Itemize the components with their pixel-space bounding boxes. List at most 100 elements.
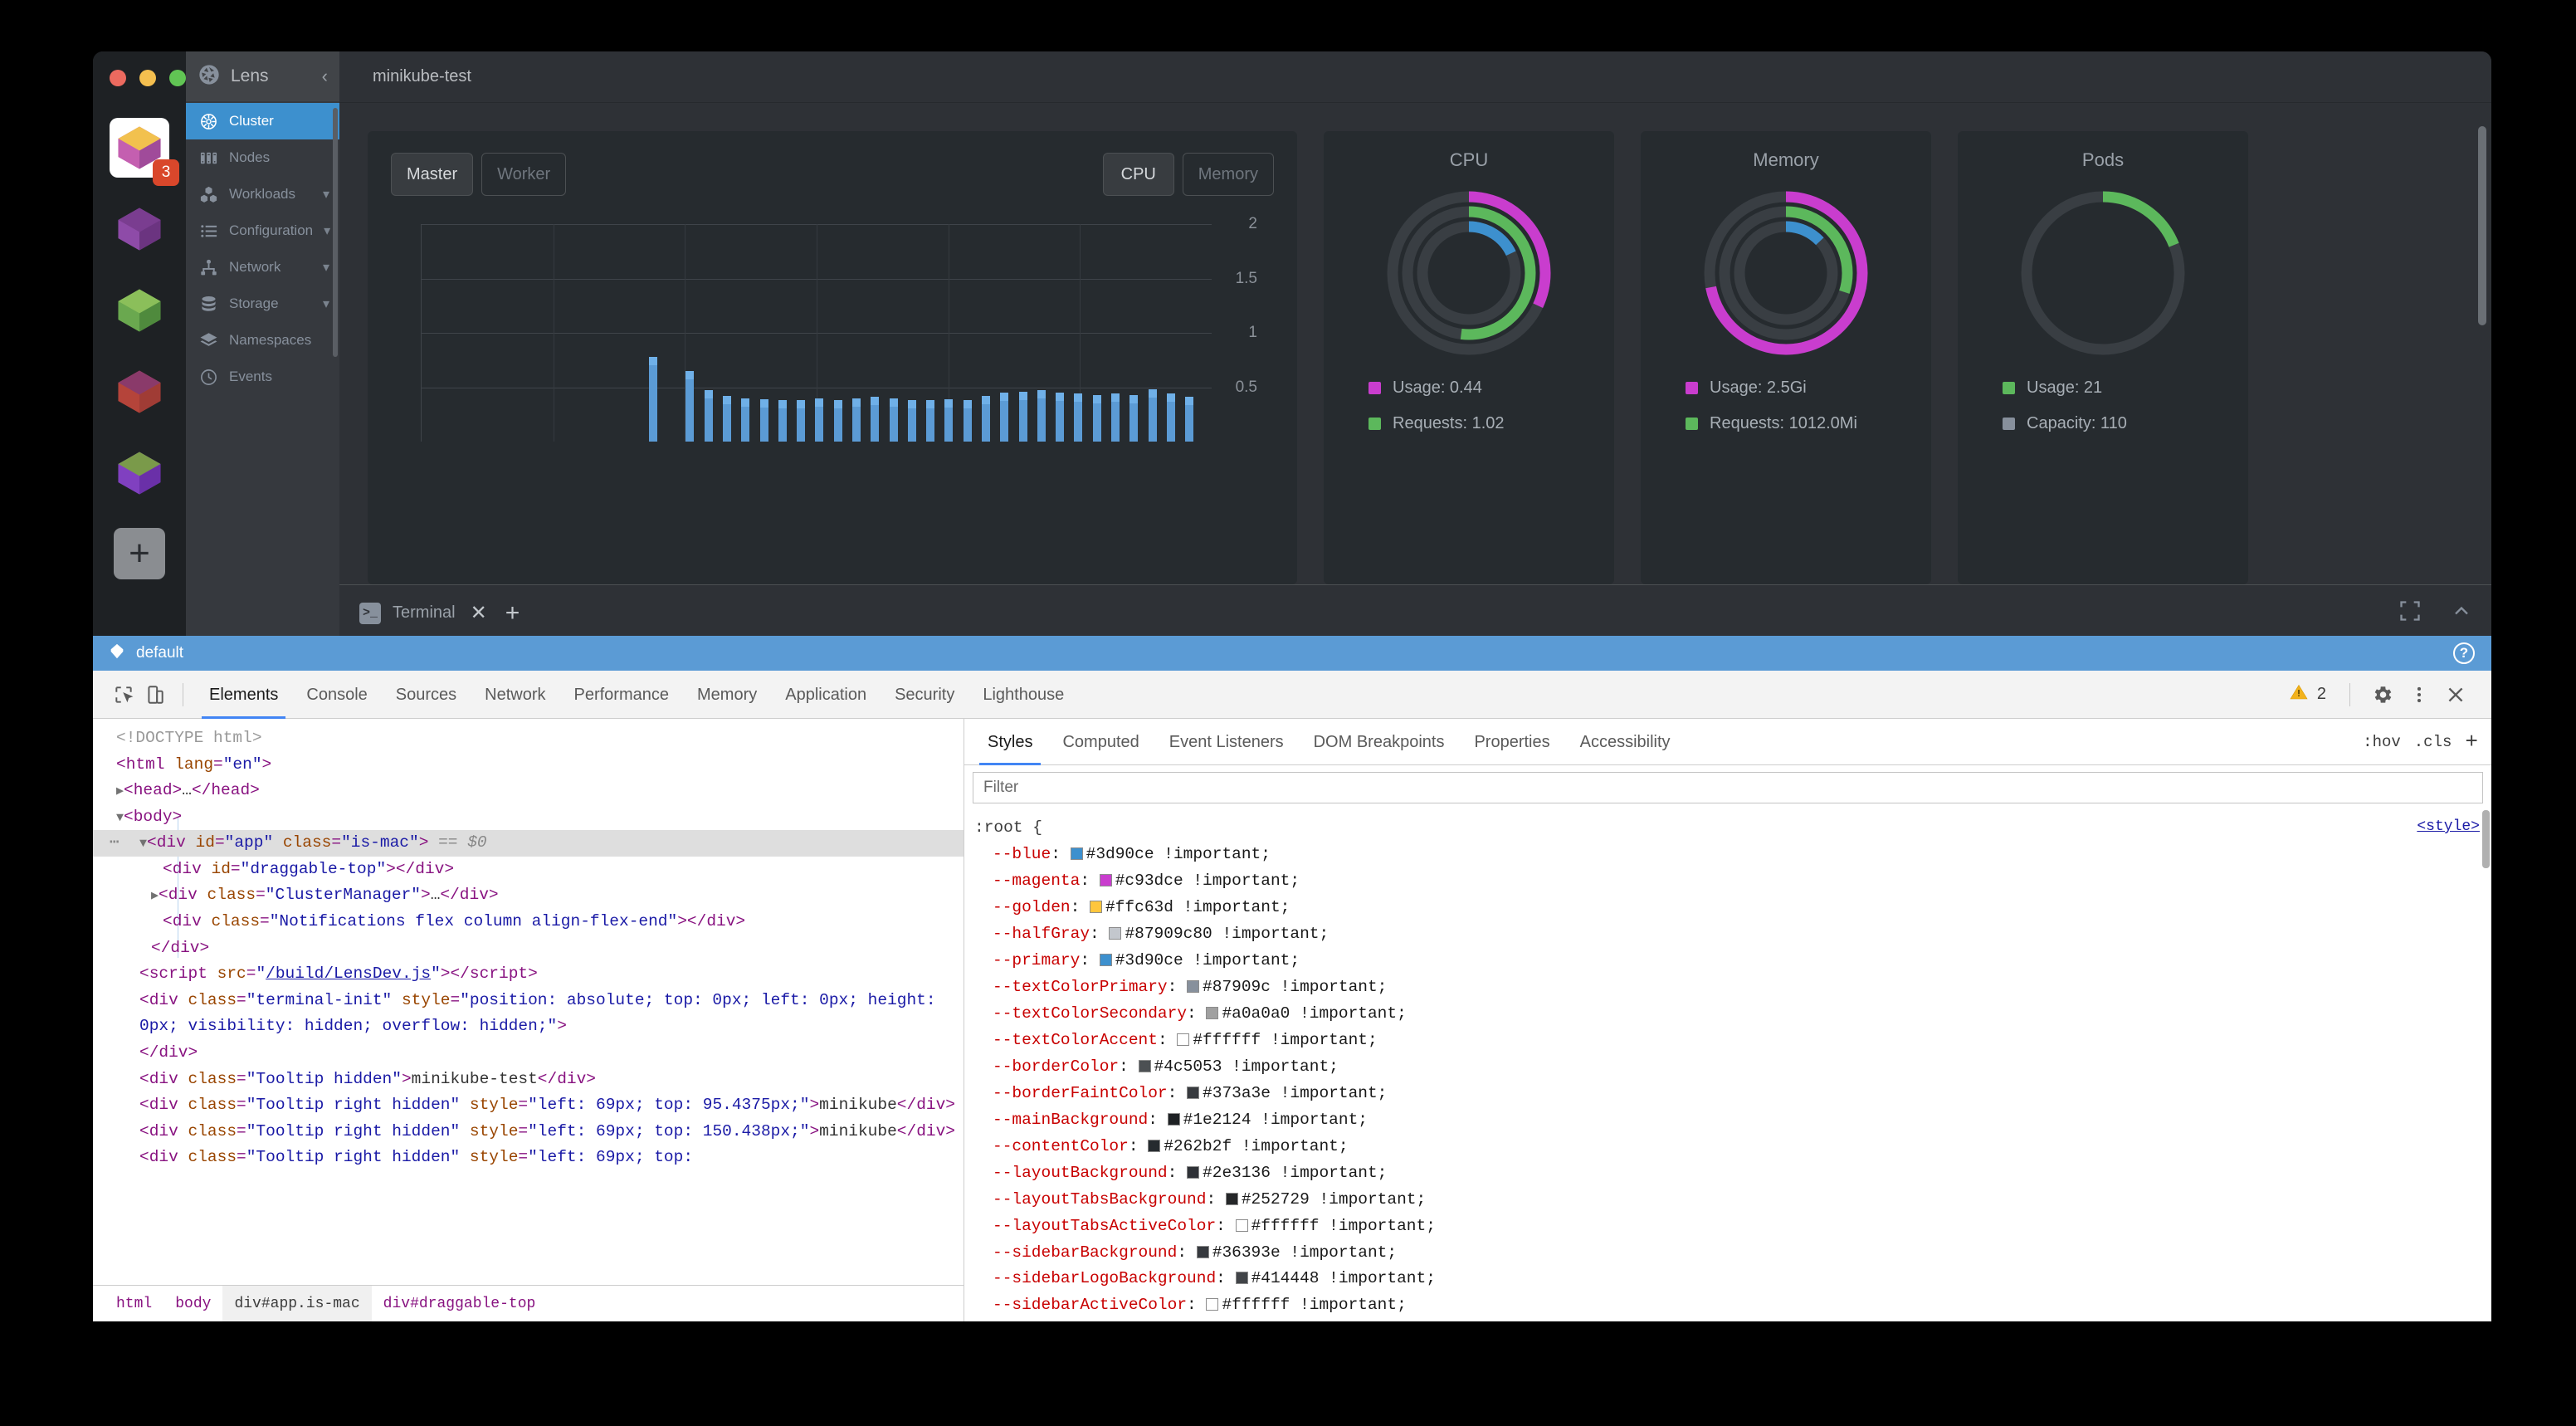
kebab-menu-icon[interactable]	[2403, 679, 2435, 711]
plus-icon[interactable]: +	[505, 598, 520, 627]
styles-tab-event-listeners[interactable]: Event Listeners	[1168, 732, 1284, 751]
tab-lighthouse[interactable]: Lighthouse	[983, 685, 1065, 704]
chevron-down-icon[interactable]: ▾	[322, 261, 329, 275]
chevron-left-icon[interactable]: ‹	[321, 66, 328, 86]
cls-toggle-button[interactable]: .cls	[2413, 732, 2452, 751]
dom-line-script[interactable]: <script src="/build/LensDev.js"></script…	[139, 965, 538, 984]
color-swatch[interactable]	[1099, 873, 1112, 886]
color-swatch[interactable]	[1099, 953, 1112, 966]
tab-sources[interactable]: Sources	[395, 685, 457, 704]
minimize-window-button[interactable]	[139, 70, 156, 86]
styles-tab-dom-breakpoints[interactable]: DOM Breakpoints	[1313, 732, 1445, 751]
breadcrumb-item[interactable]: div#draggable-top	[383, 1295, 536, 1312]
sidebar-item-network[interactable]: Network ▾	[186, 249, 339, 286]
color-swatch[interactable]	[1187, 1165, 1200, 1179]
color-swatch[interactable]	[1187, 1086, 1200, 1099]
tab-elements[interactable]: Elements	[195, 671, 292, 719]
chevron-up-icon[interactable]	[2450, 599, 2473, 627]
dom-line-tooltip-1[interactable]: <div class="Tooltip hidden">minikube-tes…	[139, 1069, 597, 1088]
styles-filter-input[interactable]	[973, 772, 2483, 803]
color-swatch[interactable]	[1206, 1298, 1219, 1311]
color-swatch[interactable]	[1070, 847, 1083, 860]
styles-tab-computed[interactable]: Computed	[1062, 732, 1139, 751]
color-swatch[interactable]	[1235, 1218, 1248, 1232]
breadcrumb-item[interactable]: html	[116, 1295, 153, 1312]
color-swatch[interactable]	[1225, 1192, 1238, 1205]
css-declaration[interactable]: --magenta: #c93dce !important;	[964, 868, 2491, 895]
color-swatch[interactable]	[1148, 1139, 1161, 1152]
css-declaration[interactable]: --layoutTabsBackground: #252729 !importa…	[964, 1187, 2491, 1214]
chevron-down-icon[interactable]: ▾	[322, 297, 329, 311]
cluster-icon-3[interactable]	[110, 281, 169, 340]
css-declaration[interactable]: --blue: #3d90ce !important;	[964, 842, 2491, 868]
dom-line-doctype[interactable]: <!DOCTYPE html>	[116, 729, 262, 747]
sidebar-item-cluster[interactable]: Cluster	[186, 103, 339, 139]
css-declaration[interactable]: --halfGray: #87909c80 !important;	[964, 921, 2491, 948]
css-declaration[interactable]: --contentColor: #262b2f !important;	[964, 1134, 2491, 1160]
color-swatch[interactable]	[1235, 1272, 1248, 1285]
css-declaration[interactable]: --textColorAccent: #ffffff !important;	[964, 1028, 2491, 1054]
style-source-link[interactable]: <style>	[2417, 818, 2480, 835]
css-declaration[interactable]: --borderColor: #4c5053 !important;	[964, 1054, 2491, 1081]
close-window-button[interactable]	[110, 70, 126, 86]
new-style-rule-button[interactable]: +	[2465, 729, 2478, 755]
dom-line-clustermanager[interactable]: ▶<div class="ClusterManager">…</div>	[151, 886, 499, 905]
css-declaration[interactable]: --primary: #3d90ce !important;	[964, 948, 2491, 974]
inspect-element-icon[interactable]	[108, 679, 139, 711]
fullscreen-icon[interactable]	[2398, 599, 2422, 627]
breadcrumb-item[interactable]: div#app.is-mac	[222, 1285, 372, 1321]
dom-line-app-selected[interactable]: ⋯ ▼<div id="app" class="is-mac"> == $0	[93, 830, 964, 857]
dom-line-terminal-init-close[interactable]: </div>	[139, 1043, 198, 1062]
dom-line-tooltip-4[interactable]: <div class="Tooltip right hidden" style=…	[139, 1148, 694, 1167]
css-declaration[interactable]: --textColorSecondary: #a0a0a0 !important…	[964, 1001, 2491, 1028]
dom-tree[interactable]: <!DOCTYPE html> <html lang="en"> ▶<head>…	[93, 719, 964, 1285]
color-swatch[interactable]	[1187, 979, 1200, 993]
sidebar-item-namespaces[interactable]: Namespaces	[186, 322, 339, 359]
tab-application[interactable]: Application	[785, 685, 867, 704]
terminal-tab[interactable]: >_ Terminal ✕	[359, 601, 487, 625]
maximize-window-button[interactable]	[169, 70, 186, 86]
hov-toggle-button[interactable]: :hov	[2363, 732, 2401, 751]
dom-line-tooltip-3[interactable]: <div class="Tooltip right hidden" style=…	[139, 1121, 956, 1140]
color-swatch[interactable]	[1196, 1245, 1209, 1258]
css-declaration[interactable]: --sidebarLogoBackground: #414448 !import…	[964, 1266, 2491, 1292]
device-mode-icon[interactable]	[139, 679, 171, 711]
chevron-down-icon[interactable]: ▾	[322, 188, 329, 202]
node-role-worker-button[interactable]: Worker	[481, 153, 567, 196]
color-swatch[interactable]	[1138, 1059, 1151, 1072]
color-swatch[interactable]	[1206, 1006, 1219, 1019]
chevron-down-icon[interactable]: ▾	[324, 224, 331, 238]
close-icon[interactable]: ✕	[470, 602, 487, 624]
tab-performance[interactable]: Performance	[573, 685, 670, 704]
cluster-icon-1[interactable]: 3	[110, 118, 179, 186]
css-declaration[interactable]: --layoutBackground: #2e3136 !important;	[964, 1160, 2491, 1187]
css-declaration[interactable]: --sidebarBackground: #36393e !important;	[964, 1240, 2491, 1267]
css-declaration[interactable]: --mainBackground: #1e2124 !important;	[964, 1107, 2491, 1134]
dom-line-body[interactable]: ▼<body>	[116, 807, 183, 826]
color-swatch[interactable]	[1109, 926, 1122, 940]
cluster-icon-4[interactable]	[110, 362, 169, 422]
styles-tab-accessibility[interactable]: Accessibility	[1579, 732, 1671, 751]
dom-line-terminal-init[interactable]: <div class="terminal-init" style="positi…	[139, 990, 946, 1036]
styles-tab-properties[interactable]: Properties	[1474, 732, 1550, 751]
tab-console[interactable]: Console	[306, 685, 368, 704]
color-swatch[interactable]	[1177, 1033, 1190, 1046]
dom-line-draggable-top[interactable]: <div id="draggable-top"></div>	[163, 859, 455, 878]
sidebar-item-workloads[interactable]: Workloads ▾	[186, 176, 339, 212]
dom-line-html[interactable]: <html lang="en">	[116, 755, 272, 774]
sidebar-item-storage[interactable]: Storage ▾	[186, 286, 339, 322]
style-rules-list[interactable]: :root { <style> --blue: #3d90ce !importa…	[964, 810, 2491, 1321]
styles-tab-styles[interactable]: Styles	[973, 719, 1047, 765]
css-declaration[interactable]: --sidebarActiveColor: #ffffff !important…	[964, 1292, 2491, 1319]
tab-memory[interactable]: Memory	[697, 685, 758, 704]
content-scrollbar[interactable]	[2478, 126, 2486, 325]
sidebar-item-events[interactable]: Events	[186, 359, 339, 395]
dom-line-head[interactable]: ▶<head>…</head>	[116, 781, 260, 800]
add-cluster-button[interactable]: +	[114, 528, 165, 579]
metric-memory-button[interactable]: Memory	[1182, 153, 1274, 196]
sidebar-item-nodes[interactable]: Nodes	[186, 139, 339, 176]
css-declaration[interactable]: --layoutTabsActiveColor: #ffffff !import…	[964, 1214, 2491, 1240]
styles-scrollbar[interactable]	[2482, 810, 2490, 868]
node-role-master-button[interactable]: Master	[391, 153, 474, 196]
gear-icon[interactable]	[2367, 679, 2398, 711]
